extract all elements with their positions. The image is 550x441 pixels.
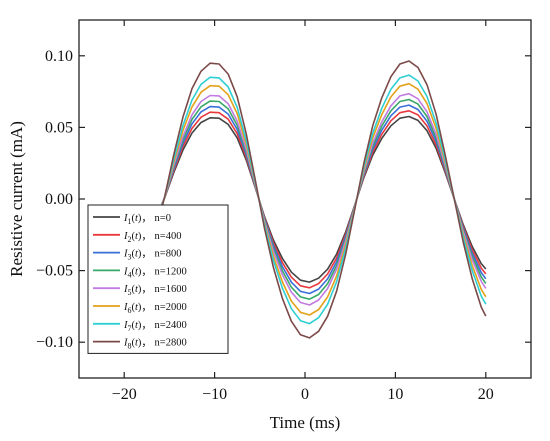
series-line-7 [155,74,487,325]
legend-box [87,204,229,354]
series-line-5 [155,92,487,306]
y-tick-label: 0.10 [45,48,73,65]
legend-label-8: I8(t)， n=2800 [123,338,187,351]
y-tick-label: 0.05 [45,119,73,136]
x-axis-label: Time (ms) [270,413,341,432]
y-axis-label: Resistive current (mA) [7,121,26,277]
series-line-8 [155,60,487,339]
series-line-6 [155,82,487,316]
series-line-2 [155,110,487,289]
x-tick-label: −10 [202,386,227,403]
y-tick-label: −0.05 [36,263,73,280]
legend-label-7: I7(t)， n=2400 [123,320,187,333]
series-line-3 [155,104,487,295]
y-tick-label: −0.10 [36,334,73,351]
series-line-4 [155,98,487,301]
y-tick-label: 0.00 [45,191,73,208]
legend-label-2: I2(t)， n=400 [123,231,181,244]
legend-label-6: I6(t)， n=2000 [123,302,187,315]
x-tick-label: 0 [301,386,309,403]
legend-label-1: I1(t)， n=0 [123,213,171,226]
legend-label-4: I4(t)， n=1200 [123,266,187,279]
x-tick-label: 10 [387,386,403,403]
legend-label-5: I5(t)， n=1600 [123,284,187,297]
x-tick-label: −20 [112,386,137,403]
legend-label-3: I3(t)， n=800 [123,249,181,262]
series-line-1 [155,115,487,283]
x-tick-label: 20 [478,386,494,403]
